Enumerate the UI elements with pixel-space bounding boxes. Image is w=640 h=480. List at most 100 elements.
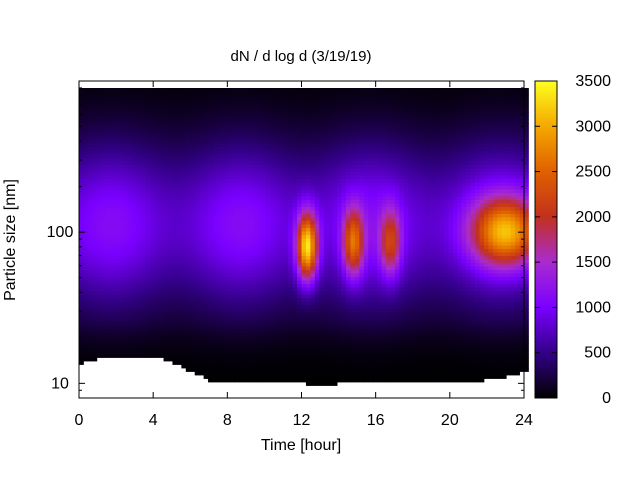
heatmap-cell — [261, 347, 267, 351]
heatmap-cell — [141, 200, 147, 204]
heatmap-cell — [221, 200, 227, 204]
heatmap-cell — [168, 193, 173, 197]
heatmap-cell — [123, 144, 129, 148]
heatmap-cell — [341, 249, 347, 253]
heatmap-cell — [328, 189, 334, 194]
heatmap-cell — [328, 245, 334, 250]
heatmap-cell — [110, 245, 115, 250]
heatmap-cell — [346, 102, 351, 106]
heatmap-cell — [194, 217, 200, 222]
heatmap-cell — [225, 266, 231, 271]
heatmap-cell — [305, 168, 311, 173]
heatmap-cell — [212, 140, 218, 145]
heatmap-cell — [110, 280, 115, 285]
heatmap-cell — [234, 210, 240, 215]
heatmap-cell — [301, 91, 307, 96]
heatmap-cell — [257, 200, 262, 204]
heatmap-cell — [212, 252, 218, 257]
heatmap-cell — [230, 175, 236, 180]
heatmap-cell — [225, 144, 231, 148]
heatmap-cell — [319, 378, 325, 383]
heatmap-cell — [101, 200, 107, 204]
heatmap-cell — [292, 371, 298, 376]
heatmap-cell — [132, 305, 138, 309]
heatmap-cell — [270, 98, 276, 103]
heatmap-cell — [297, 350, 302, 355]
heatmap-cell — [105, 259, 111, 264]
heatmap-cell — [288, 298, 293, 302]
heatmap-cell — [136, 238, 142, 243]
heatmap-cell — [87, 214, 93, 218]
heatmap-cell — [212, 98, 218, 103]
heatmap-cell — [305, 371, 311, 376]
heatmap-cell — [319, 371, 325, 376]
heatmap-cell — [176, 95, 182, 99]
heatmap-cell — [119, 158, 124, 162]
heatmap-cell — [239, 368, 245, 372]
heatmap-cell — [328, 291, 334, 295]
heatmap-cell — [101, 203, 107, 208]
heatmap-cell — [114, 161, 120, 166]
heatmap-cell — [154, 350, 160, 355]
heatmap-cell — [185, 259, 191, 264]
heatmap-cell — [105, 333, 111, 337]
heatmap-cell — [190, 305, 196, 309]
heatmap-cell — [168, 102, 173, 106]
heatmap-cell — [274, 186, 280, 190]
heatmap-cell — [83, 161, 89, 166]
heatmap-cell — [145, 305, 151, 309]
heatmap-cell — [230, 336, 236, 341]
heatmap-cell — [265, 263, 271, 267]
heatmap-cell — [79, 301, 84, 306]
heatmap-cell — [105, 147, 111, 152]
heatmap-cell — [341, 329, 347, 334]
heatmap-cell — [203, 357, 209, 362]
heatmap-cell — [239, 189, 245, 194]
heatmap-cell — [283, 203, 289, 208]
heatmap-cell — [323, 333, 329, 337]
heatmap-cell — [243, 375, 249, 379]
heatmap-cell — [185, 102, 191, 106]
heatmap-cell — [119, 130, 124, 134]
heatmap-cell — [225, 221, 231, 225]
heatmap-cell — [319, 144, 325, 148]
heatmap-cell — [310, 340, 316, 344]
heatmap-cell — [230, 116, 236, 120]
heatmap-cell — [212, 280, 218, 285]
heatmap-cell — [328, 319, 334, 323]
heatmap-cell — [283, 140, 289, 145]
heatmap-cell — [297, 256, 302, 260]
heatmap-cell — [319, 98, 325, 103]
heatmap-cell — [270, 375, 276, 379]
heatmap-cell — [346, 340, 351, 344]
heatmap-cell — [87, 133, 93, 138]
heatmap-cell — [225, 140, 231, 145]
heatmap-cell — [114, 186, 120, 190]
heatmap-cell — [261, 207, 267, 211]
heatmap-cell — [332, 333, 338, 337]
heatmap-cell — [159, 126, 164, 131]
heatmap-cell — [301, 298, 307, 302]
heatmap-cell — [292, 182, 298, 187]
heatmap-cell — [141, 347, 147, 351]
heatmap-cell — [92, 287, 98, 292]
heatmap-cell — [230, 315, 236, 320]
heatmap-cell — [159, 245, 164, 250]
heatmap-cell — [150, 109, 156, 113]
heatmap-cell — [212, 326, 218, 330]
heatmap-cell — [101, 336, 107, 341]
heatmap-cell — [105, 280, 111, 285]
heatmap-cell — [168, 214, 173, 218]
heatmap-cell — [150, 291, 156, 295]
heatmap-cell — [314, 112, 320, 117]
heatmap-cell — [314, 322, 320, 327]
heatmap-cell — [208, 357, 213, 362]
heatmap-cell — [190, 326, 196, 330]
heatmap-cell — [119, 154, 124, 159]
heatmap-cell — [314, 189, 320, 194]
heatmap-cell — [101, 88, 107, 92]
heatmap-cell — [230, 371, 236, 376]
heatmap-cell — [310, 315, 316, 320]
heatmap-cell — [274, 280, 280, 285]
heatmap-cell — [150, 270, 156, 274]
